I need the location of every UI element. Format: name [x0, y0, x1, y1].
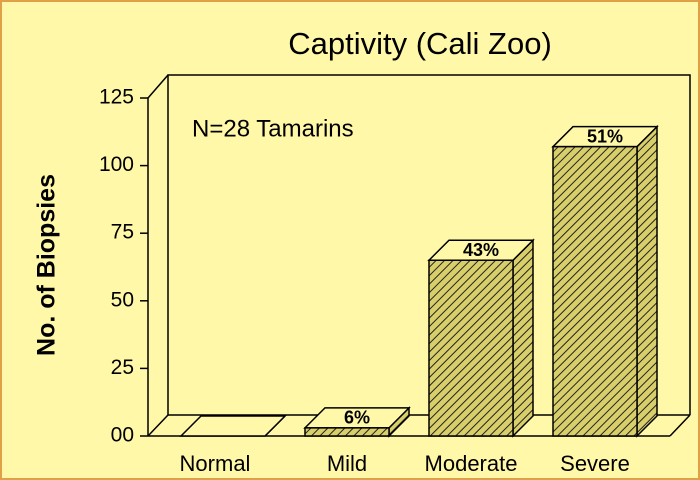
y-tick-label: 25: [111, 356, 134, 379]
bar-label: 51%: [587, 126, 623, 146]
x-tick-label: Mild: [327, 451, 367, 476]
x-tick-label: Severe: [560, 451, 630, 476]
bar-label: 43%: [463, 240, 499, 260]
bar: [551, 124, 659, 438]
x-tick-label: Moderate: [425, 451, 518, 476]
annotation: N=28 Tamarins: [192, 115, 354, 142]
bar-label: 6%: [344, 408, 370, 428]
chart-title: Captivity (Cali Zoo): [288, 26, 552, 61]
y-tick-label: 75: [111, 221, 134, 244]
bar: [303, 406, 411, 438]
y-axis-label: No. of Biopsies: [33, 174, 61, 356]
y-tick-label: 50: [111, 288, 134, 311]
x-tick-label: Normal: [180, 451, 251, 476]
y-tick-label: 125: [99, 86, 134, 109]
bar: [427, 238, 535, 438]
y-tick-label: 00: [111, 424, 134, 447]
y-tick-label: 100: [99, 153, 134, 176]
bar: [179, 415, 287, 437]
